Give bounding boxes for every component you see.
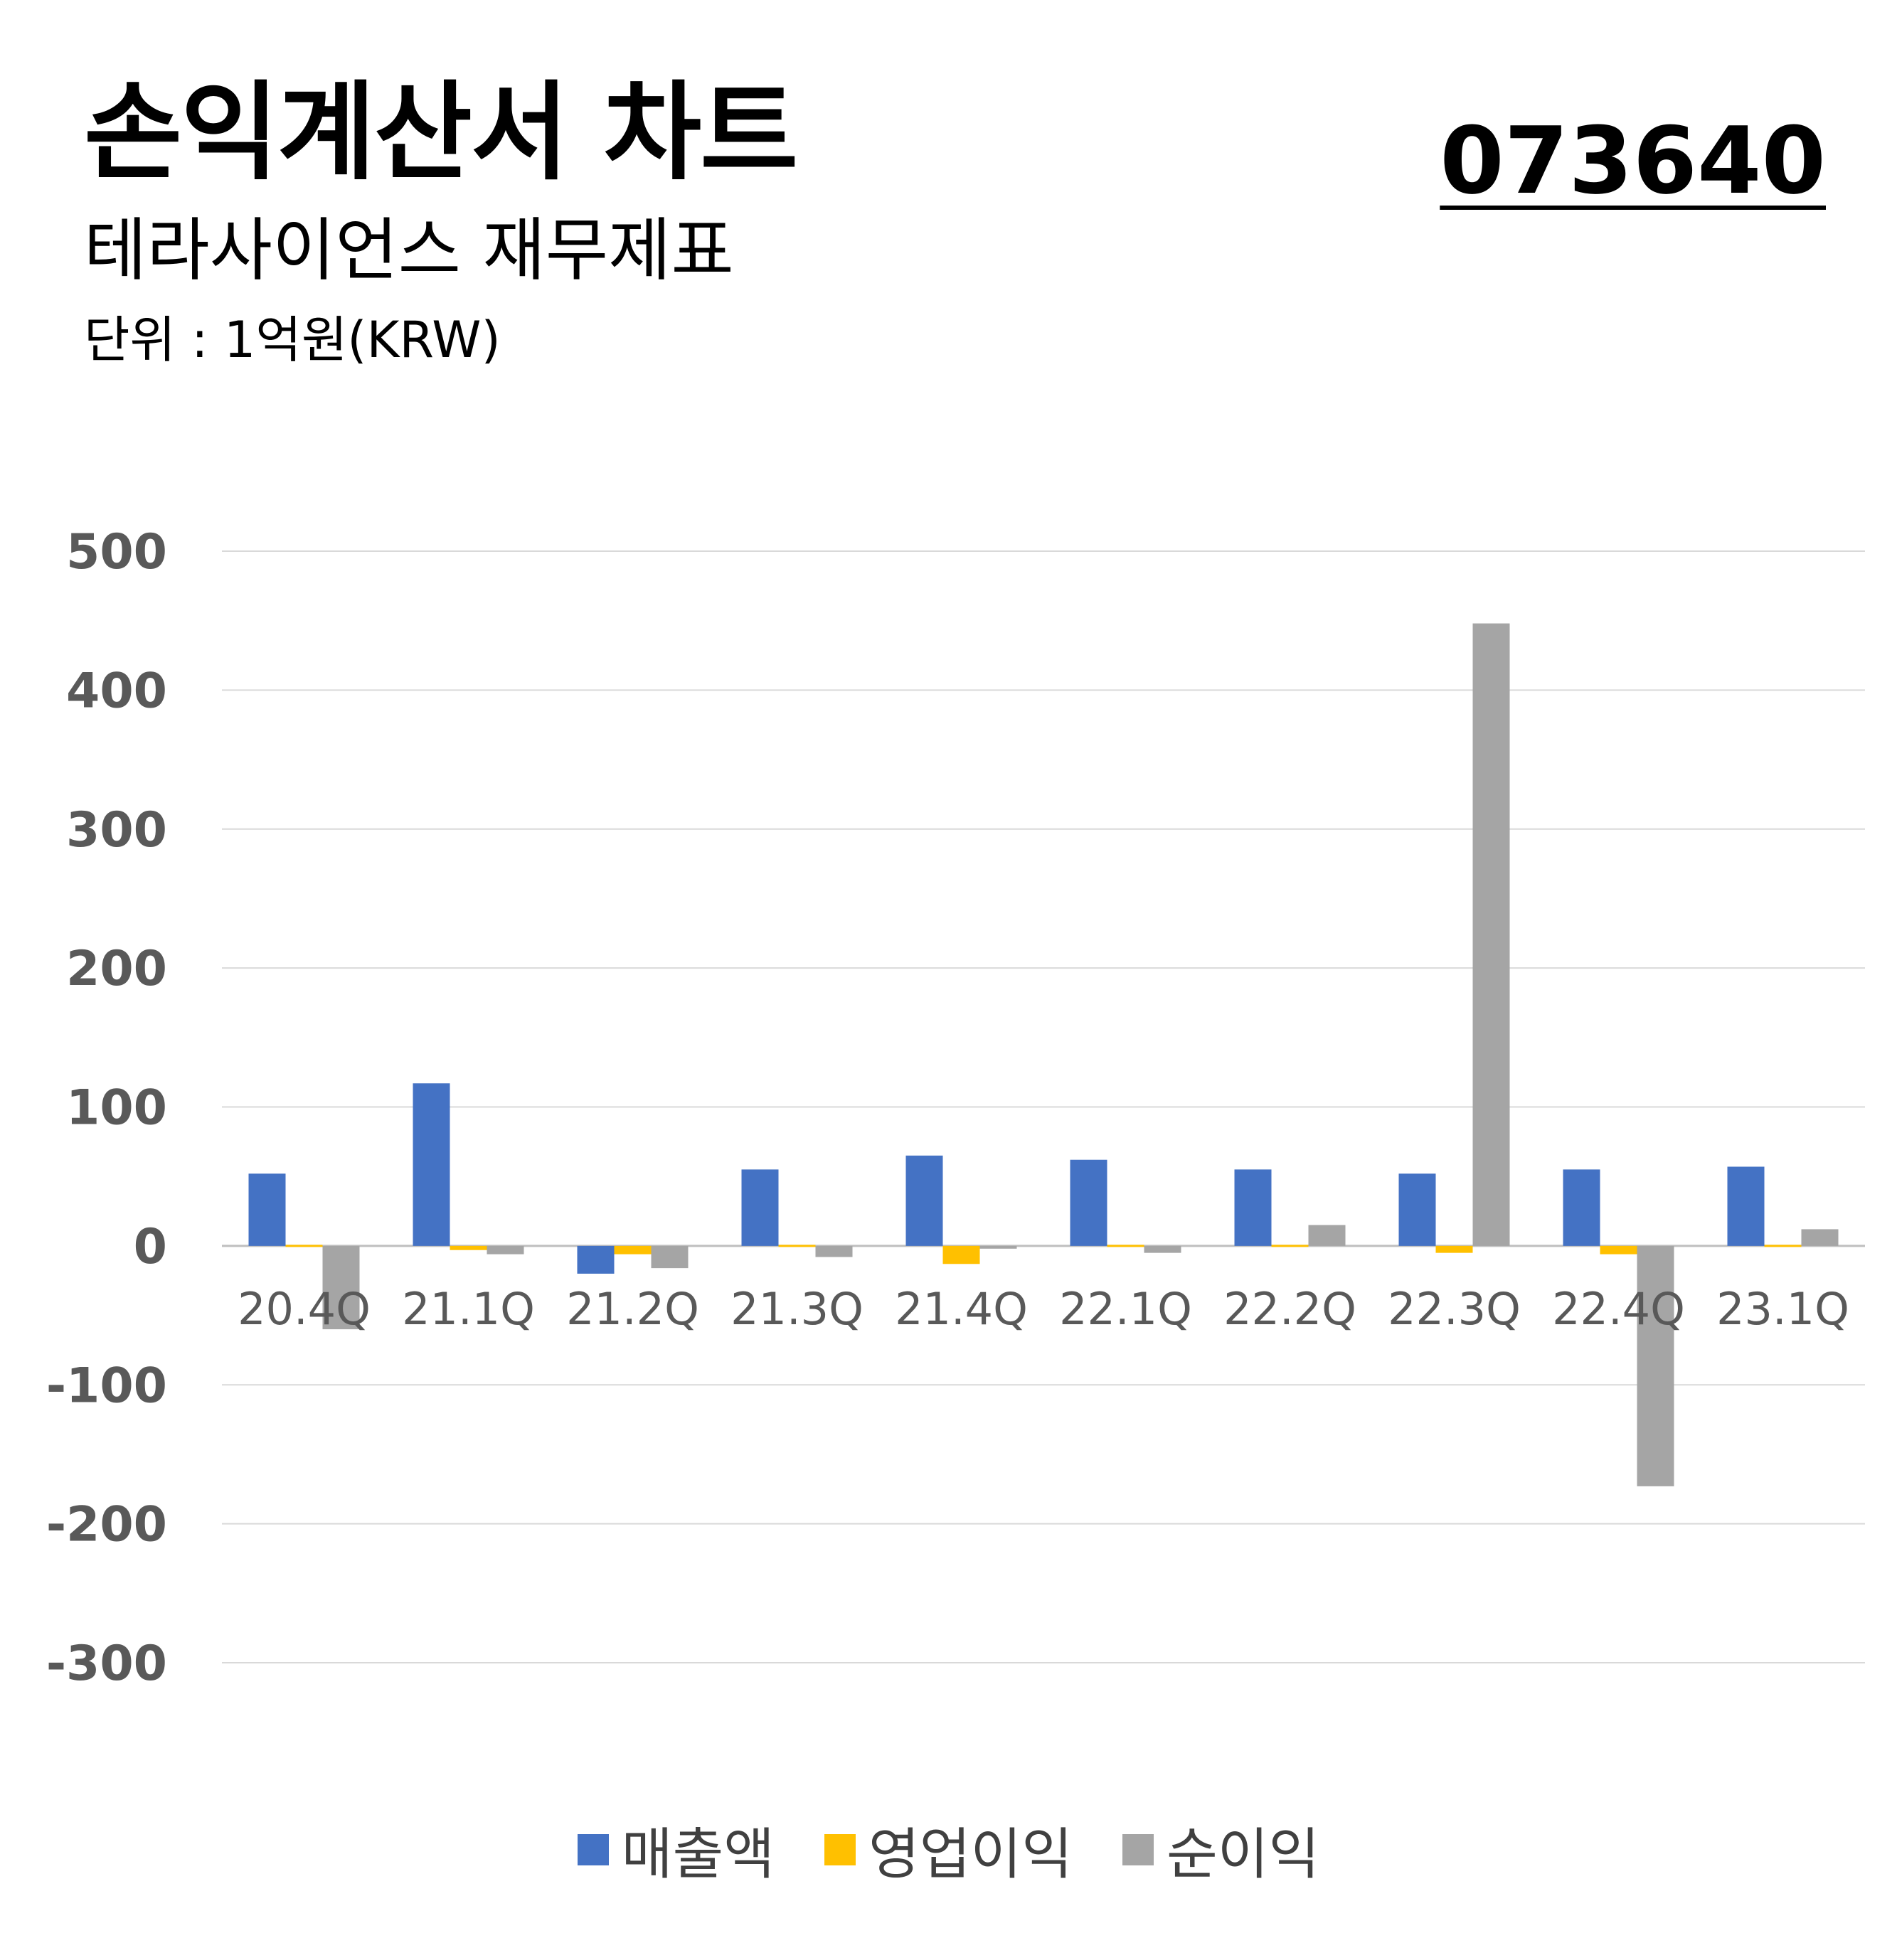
legend-label: 영업이익 bbox=[868, 1823, 1073, 1887]
bar bbox=[248, 1173, 286, 1246]
legend-swatch bbox=[824, 1834, 856, 1865]
y-tick-label: 100 bbox=[66, 1080, 167, 1136]
bar bbox=[614, 1245, 652, 1255]
bar bbox=[1107, 1245, 1144, 1247]
y-tick-label: 400 bbox=[66, 663, 167, 719]
bar bbox=[1563, 1169, 1600, 1246]
bar bbox=[450, 1245, 487, 1250]
bar bbox=[1600, 1245, 1637, 1255]
legend-swatch bbox=[577, 1834, 609, 1865]
legend: 매출액 영업이익 순이익 bbox=[0, 1810, 1897, 1890]
bar bbox=[322, 1245, 360, 1330]
bar bbox=[1435, 1245, 1473, 1253]
bar bbox=[1234, 1169, 1272, 1246]
x-tick-label: 20.4Q bbox=[238, 1283, 371, 1335]
legend-item: 영업이익 bbox=[824, 1810, 1073, 1890]
x-tick-label: 22.1Q bbox=[1059, 1283, 1192, 1335]
bar bbox=[1764, 1245, 1802, 1247]
bar bbox=[942, 1245, 980, 1264]
bar bbox=[815, 1245, 853, 1257]
bar bbox=[1144, 1245, 1181, 1253]
bar bbox=[905, 1155, 943, 1246]
x-tick-label: 21.3Q bbox=[730, 1283, 864, 1335]
bar bbox=[1727, 1166, 1765, 1246]
x-tick-label: 22.3Q bbox=[1388, 1283, 1521, 1335]
bar bbox=[741, 1169, 779, 1246]
bar bbox=[413, 1083, 450, 1246]
bar bbox=[285, 1245, 323, 1247]
y-tick-label: 0 bbox=[134, 1219, 167, 1275]
legend-item: 순이익 bbox=[1122, 1810, 1319, 1890]
bar bbox=[651, 1245, 689, 1269]
bar bbox=[1398, 1173, 1436, 1246]
bar bbox=[1472, 623, 1510, 1246]
x-tick-label: 21.1Q bbox=[402, 1283, 535, 1335]
x-tick-label: 21.2Q bbox=[566, 1283, 699, 1335]
x-tick-label: 21.4Q bbox=[895, 1283, 1028, 1335]
y-tick-label: 500 bbox=[66, 524, 167, 580]
bar bbox=[778, 1245, 816, 1247]
legend-item: 매출액 bbox=[577, 1810, 775, 1890]
x-tick-label: 22.2Q bbox=[1223, 1283, 1356, 1335]
y-tick-label: 200 bbox=[66, 941, 167, 997]
y-tick-label: 300 bbox=[66, 802, 167, 858]
bar bbox=[1070, 1159, 1107, 1246]
bar bbox=[979, 1245, 1017, 1249]
x-tick-label: 23.1Q bbox=[1716, 1283, 1849, 1335]
chart-subtitle: 테라사이언스 재무제표 bbox=[84, 211, 734, 290]
bar bbox=[1637, 1245, 1674, 1486]
y-tick-label: -100 bbox=[46, 1358, 167, 1414]
y-tick-label: -300 bbox=[46, 1636, 167, 1692]
legend-label: 매출액 bbox=[621, 1823, 775, 1887]
legend-label: 순이익 bbox=[1167, 1823, 1320, 1887]
unit-label: 단위 : 1억원(KRW) bbox=[84, 311, 501, 369]
legend-swatch bbox=[1122, 1834, 1154, 1865]
y-tick-label: -200 bbox=[46, 1497, 167, 1553]
bar bbox=[487, 1245, 524, 1255]
bar bbox=[1308, 1225, 1346, 1246]
stock-code: 073640 bbox=[1440, 107, 1826, 215]
bar bbox=[1801, 1229, 1839, 1246]
bar bbox=[1271, 1245, 1309, 1247]
bar bbox=[577, 1245, 615, 1274]
chart-title: 손익계산서 차트 bbox=[84, 71, 798, 195]
x-tick-label: 22.4Q bbox=[1552, 1283, 1685, 1335]
